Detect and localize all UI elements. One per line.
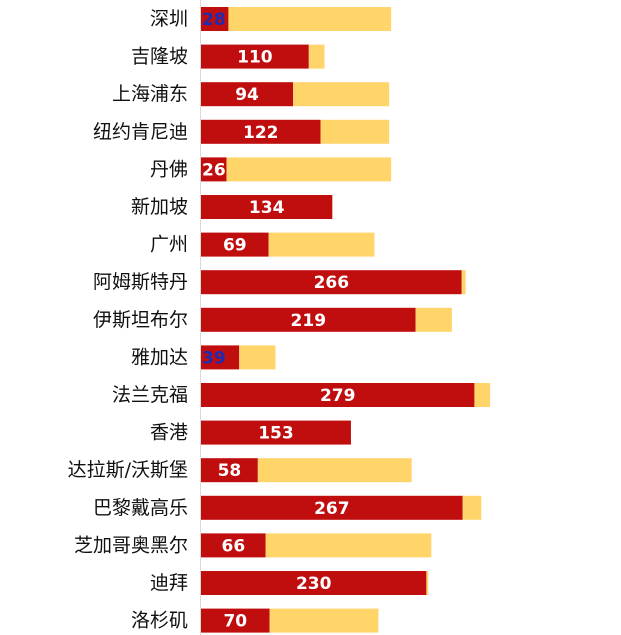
- data-label: 69: [223, 236, 247, 256]
- bar-segment-secondary: [257, 458, 412, 483]
- data-label: 70: [223, 612, 247, 632]
- bar-segment-secondary: [293, 82, 390, 107]
- data-label: 267: [314, 499, 350, 519]
- bar-segment-secondary: [226, 157, 392, 182]
- bar-segment-primary: [201, 307, 416, 332]
- bar-segment-secondary: [462, 495, 482, 520]
- category-label: 丹佛: [150, 158, 188, 180]
- category-label: 香港: [150, 422, 188, 444]
- bar-segment-primary: [201, 270, 462, 295]
- data-label: 39: [202, 348, 226, 368]
- bar-segment-secondary: [474, 383, 491, 407]
- bar-segment-primary: [201, 44, 309, 69]
- bar-segment-primary: [201, 458, 258, 483]
- bar-segment-secondary: [426, 571, 429, 595]
- data-label: 230: [296, 574, 332, 594]
- category-label: 新加坡: [131, 196, 188, 218]
- category-label: 广州: [150, 234, 188, 256]
- bar-segment-primary: [201, 533, 266, 558]
- category-label: 纽约肯尼迪: [93, 121, 188, 143]
- bar-segment-primary: [201, 157, 227, 182]
- category-label: 吉隆坡: [131, 46, 188, 68]
- bar-segment-secondary: [228, 7, 392, 31]
- category-label: 洛杉矶: [131, 610, 188, 632]
- bar-segment-secondary: [239, 345, 276, 370]
- data-label: 153: [258, 424, 294, 444]
- category-label: 深圳: [150, 8, 188, 30]
- bar-segment-primary: [201, 383, 475, 407]
- bar-segment-primary: [201, 119, 321, 144]
- category-label: 伊斯坦布尔: [93, 309, 188, 331]
- category-label: 达拉斯/沃斯堡: [68, 459, 188, 481]
- data-label: 122: [243, 123, 279, 143]
- data-label: 94: [235, 85, 259, 105]
- bar-segment-secondary: [461, 270, 466, 295]
- bar-segment-secondary: [269, 608, 379, 633]
- data-label: 279: [320, 386, 356, 406]
- bar-segment-secondary: [320, 119, 390, 144]
- bar-segment-secondary: [265, 533, 432, 558]
- data-label: 26: [202, 160, 226, 180]
- bar-segment-primary: [201, 608, 270, 633]
- category-label: 上海浦东: [112, 83, 188, 105]
- data-label: 66: [222, 536, 246, 556]
- data-label: 58: [218, 461, 242, 481]
- bar-segment-primary: [201, 420, 351, 445]
- bar-segment-primary: [201, 232, 269, 257]
- bar-segment-primary: [201, 495, 463, 520]
- category-label: 阿姆斯特丹: [93, 271, 188, 293]
- category-label: 法兰克福: [112, 384, 188, 406]
- data-label: 28: [202, 10, 226, 30]
- bar-segment-primary: [201, 345, 240, 370]
- data-label: 110: [237, 48, 273, 68]
- bar-segment-primary: [201, 571, 427, 595]
- bar-segment-primary: [201, 7, 229, 31]
- bar-segment-secondary: [308, 44, 325, 69]
- bar-segment-secondary: [415, 307, 452, 332]
- bar-segment-primary: [201, 82, 294, 107]
- category-label: 芝加哥奥黑尔: [74, 534, 188, 556]
- category-label: 雅加达: [131, 346, 188, 368]
- data-label: 266: [314, 273, 350, 293]
- category-label: 巴黎戴高乐: [93, 497, 188, 519]
- data-label: 134: [249, 198, 285, 218]
- data-label: 219: [291, 311, 327, 331]
- bar-segment-secondary: [268, 232, 375, 257]
- bar-segment-primary: [201, 195, 333, 219]
- category-label: 迪拜: [150, 572, 188, 594]
